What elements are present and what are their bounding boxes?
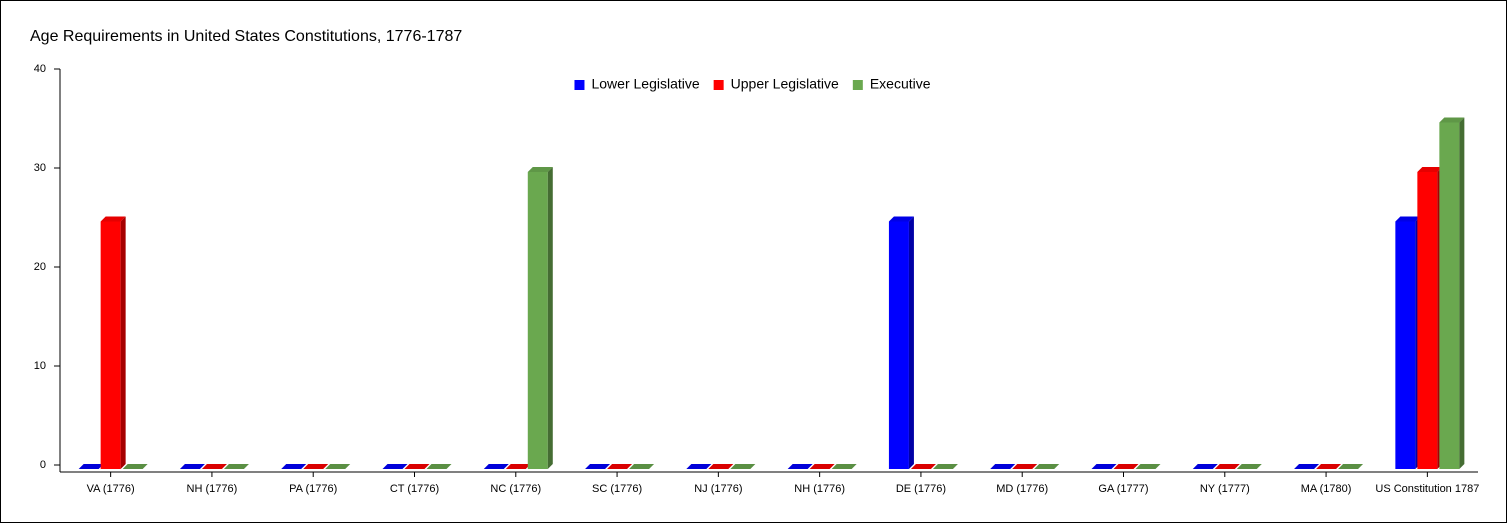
legend-swatch (852, 80, 863, 90)
bar-top (483, 464, 509, 469)
legend-swatch (574, 80, 585, 90)
legend-label: Upper Legislative (731, 76, 839, 92)
x-tick-label: US Constitution 1787 (1375, 483, 1479, 495)
bar-top (888, 216, 914, 222)
bar-top (179, 464, 205, 469)
x-tick-label: VA (1776) (87, 483, 135, 495)
y-tick-label: 10 (34, 360, 46, 372)
bar-top (201, 464, 227, 469)
bar-top (708, 464, 734, 469)
bar-top (1316, 464, 1342, 469)
legend-swatch (713, 80, 724, 90)
bar-top (1113, 464, 1139, 469)
x-tick-label: CT (1776) (390, 483, 439, 495)
x-tick-label: NJ (1776) (694, 483, 742, 495)
legend-item: Lower Legislative (574, 76, 700, 92)
bar-top (990, 464, 1016, 469)
bar-top (1417, 167, 1443, 172)
x-tick-label: NC (1776) (490, 483, 541, 495)
legend-label: Executive (870, 76, 931, 92)
y-tick-label: 40 (34, 63, 46, 75)
bar-top (809, 464, 835, 469)
x-tick-label: NH (1776) (187, 483, 238, 495)
bar-top (1294, 464, 1320, 469)
bar-top (1034, 464, 1060, 469)
bar-top (1214, 464, 1240, 469)
bar-top (910, 464, 936, 469)
y-tick-label: 30 (34, 162, 46, 174)
bar (888, 221, 909, 469)
bar-top (607, 464, 633, 469)
legend-item: Executive (852, 76, 931, 92)
bar (1417, 172, 1438, 469)
bar-top (1236, 464, 1262, 469)
bar-top (426, 464, 452, 469)
bar-top (1091, 464, 1117, 469)
x-tick-label: MD (1776) (996, 483, 1048, 495)
bar-top (629, 464, 655, 469)
bar-top (325, 464, 351, 469)
bar-side (120, 216, 126, 469)
bar (100, 221, 121, 469)
bar-top (382, 464, 408, 469)
bar-top (100, 216, 126, 222)
bar-top (1192, 464, 1218, 469)
bar-top (585, 464, 611, 469)
bar-top (686, 464, 712, 469)
legend-label: Lower Legislative (591, 76, 699, 92)
legend: Lower Legislative Upper Legislative Execut… (574, 76, 931, 92)
bar-top (730, 464, 756, 469)
bar-top (831, 464, 857, 469)
x-tick-label: DE (1776) (896, 483, 946, 495)
x-tick-label: PA (1776) (289, 483, 337, 495)
bar-top (505, 464, 531, 469)
bar-top (932, 464, 958, 469)
bar-top (1012, 464, 1038, 469)
bar-top (1338, 464, 1364, 469)
y-tick-label: 20 (34, 261, 46, 273)
bar-top (1439, 117, 1465, 123)
bar-top (281, 464, 307, 469)
x-tick-label: MA (1780) (1301, 483, 1352, 495)
chart-title: Age Requirements in United States Consti… (30, 28, 462, 45)
bar (527, 172, 548, 469)
bar-top (122, 464, 148, 469)
x-tick-label: NH (1776) (794, 483, 845, 495)
legend-item: Upper Legislative (713, 76, 839, 92)
bar-top (787, 464, 813, 469)
bar-top (1395, 216, 1421, 222)
bar-top (78, 464, 104, 469)
bar-top (303, 464, 329, 469)
bar-top (527, 167, 553, 172)
bar-top (404, 464, 430, 469)
x-tick-label: SC (1776) (592, 483, 642, 495)
bar-side (547, 167, 553, 469)
bar-top (223, 464, 249, 469)
bar-top (1135, 464, 1161, 469)
x-tick-label: GA (1777) (1098, 483, 1148, 495)
bar-side (908, 216, 914, 469)
x-tick-label: NY (1777) (1200, 483, 1250, 495)
bar-side (1459, 117, 1465, 469)
bar (1395, 221, 1416, 469)
y-tick-label: 0 (40, 459, 46, 471)
bar (1439, 122, 1460, 469)
